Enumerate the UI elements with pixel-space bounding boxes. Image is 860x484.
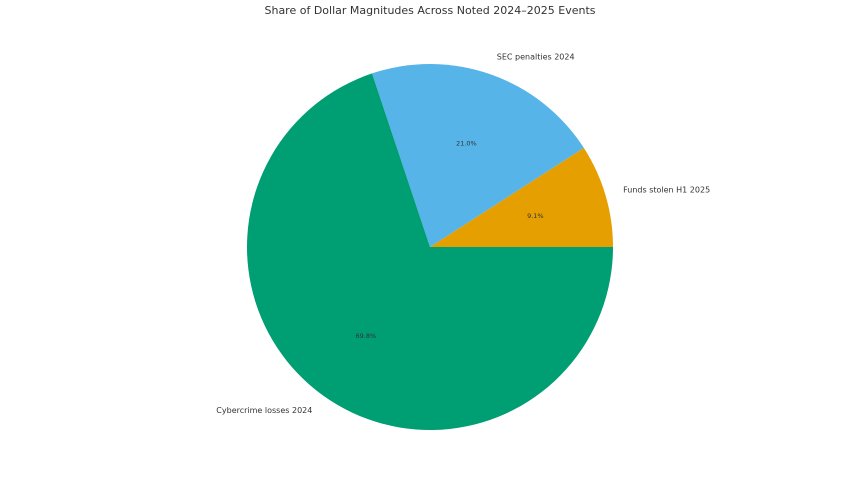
pie-slice <box>430 147 613 247</box>
slice-label: Funds stolen H1 2025 <box>623 186 710 195</box>
percent-label: 9.1% <box>527 212 544 220</box>
percent-label: 21.0% <box>456 139 477 147</box>
chart-title: Share of Dollar Magnitudes Across Noted … <box>264 4 595 17</box>
slice-label: SEC penalties 2024 <box>497 53 575 62</box>
percent-label: 69.8% <box>355 332 376 340</box>
slice-label: Cybercrime losses 2024 <box>216 406 312 415</box>
pie-slice <box>246 73 613 431</box>
pie-slice <box>372 63 584 248</box>
